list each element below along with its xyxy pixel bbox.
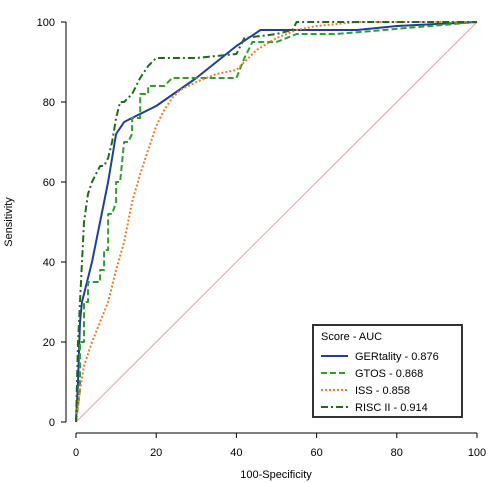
- legend-box: [312, 324, 463, 418]
- series-line-2: [75, 21, 478, 423]
- y-tick-label: 20: [43, 337, 55, 349]
- y-tick-label: 0: [49, 417, 55, 429]
- legend-label-2: GTOS - 0.868: [355, 368, 423, 380]
- reference-line: [75, 21, 478, 423]
- x-tick-label: 40: [230, 447, 242, 459]
- y-tick-label: 80: [43, 97, 55, 109]
- series-group: [75, 21, 478, 423]
- legend-label-4: RISC II - 0.914: [355, 402, 428, 414]
- x-axis-title: 100-Specificity: [240, 469, 312, 481]
- y-tick-label: 40: [43, 257, 55, 269]
- legend: Score - AUC GERtality - 0.876 GTOS - 0.868…: [312, 324, 463, 418]
- axes: 0 20 40 60 80 100 0 20 40 60 80 100: [37, 17, 487, 459]
- x-tick-label: 100: [468, 447, 486, 459]
- legend-label-1: GERtality - 0.876: [355, 351, 439, 363]
- y-tick-label: 100: [37, 17, 55, 29]
- y-tick-label: 60: [43, 177, 55, 189]
- x-tick-label: 60: [310, 447, 322, 459]
- legend-title: Score - AUC: [321, 331, 382, 343]
- y-axis-title: Sensitivity: [3, 197, 15, 247]
- legend-label-3: ISS - 0.858: [355, 385, 410, 397]
- x-tick-label: 0: [73, 447, 79, 459]
- series-line-1: [75, 21, 478, 423]
- series-line-3: [75, 21, 477, 423]
- x-tick-label: 20: [150, 447, 162, 459]
- reference-diagonal: [75, 21, 478, 423]
- x-tick-label: 80: [391, 447, 403, 459]
- series-line-4: [75, 21, 477, 423]
